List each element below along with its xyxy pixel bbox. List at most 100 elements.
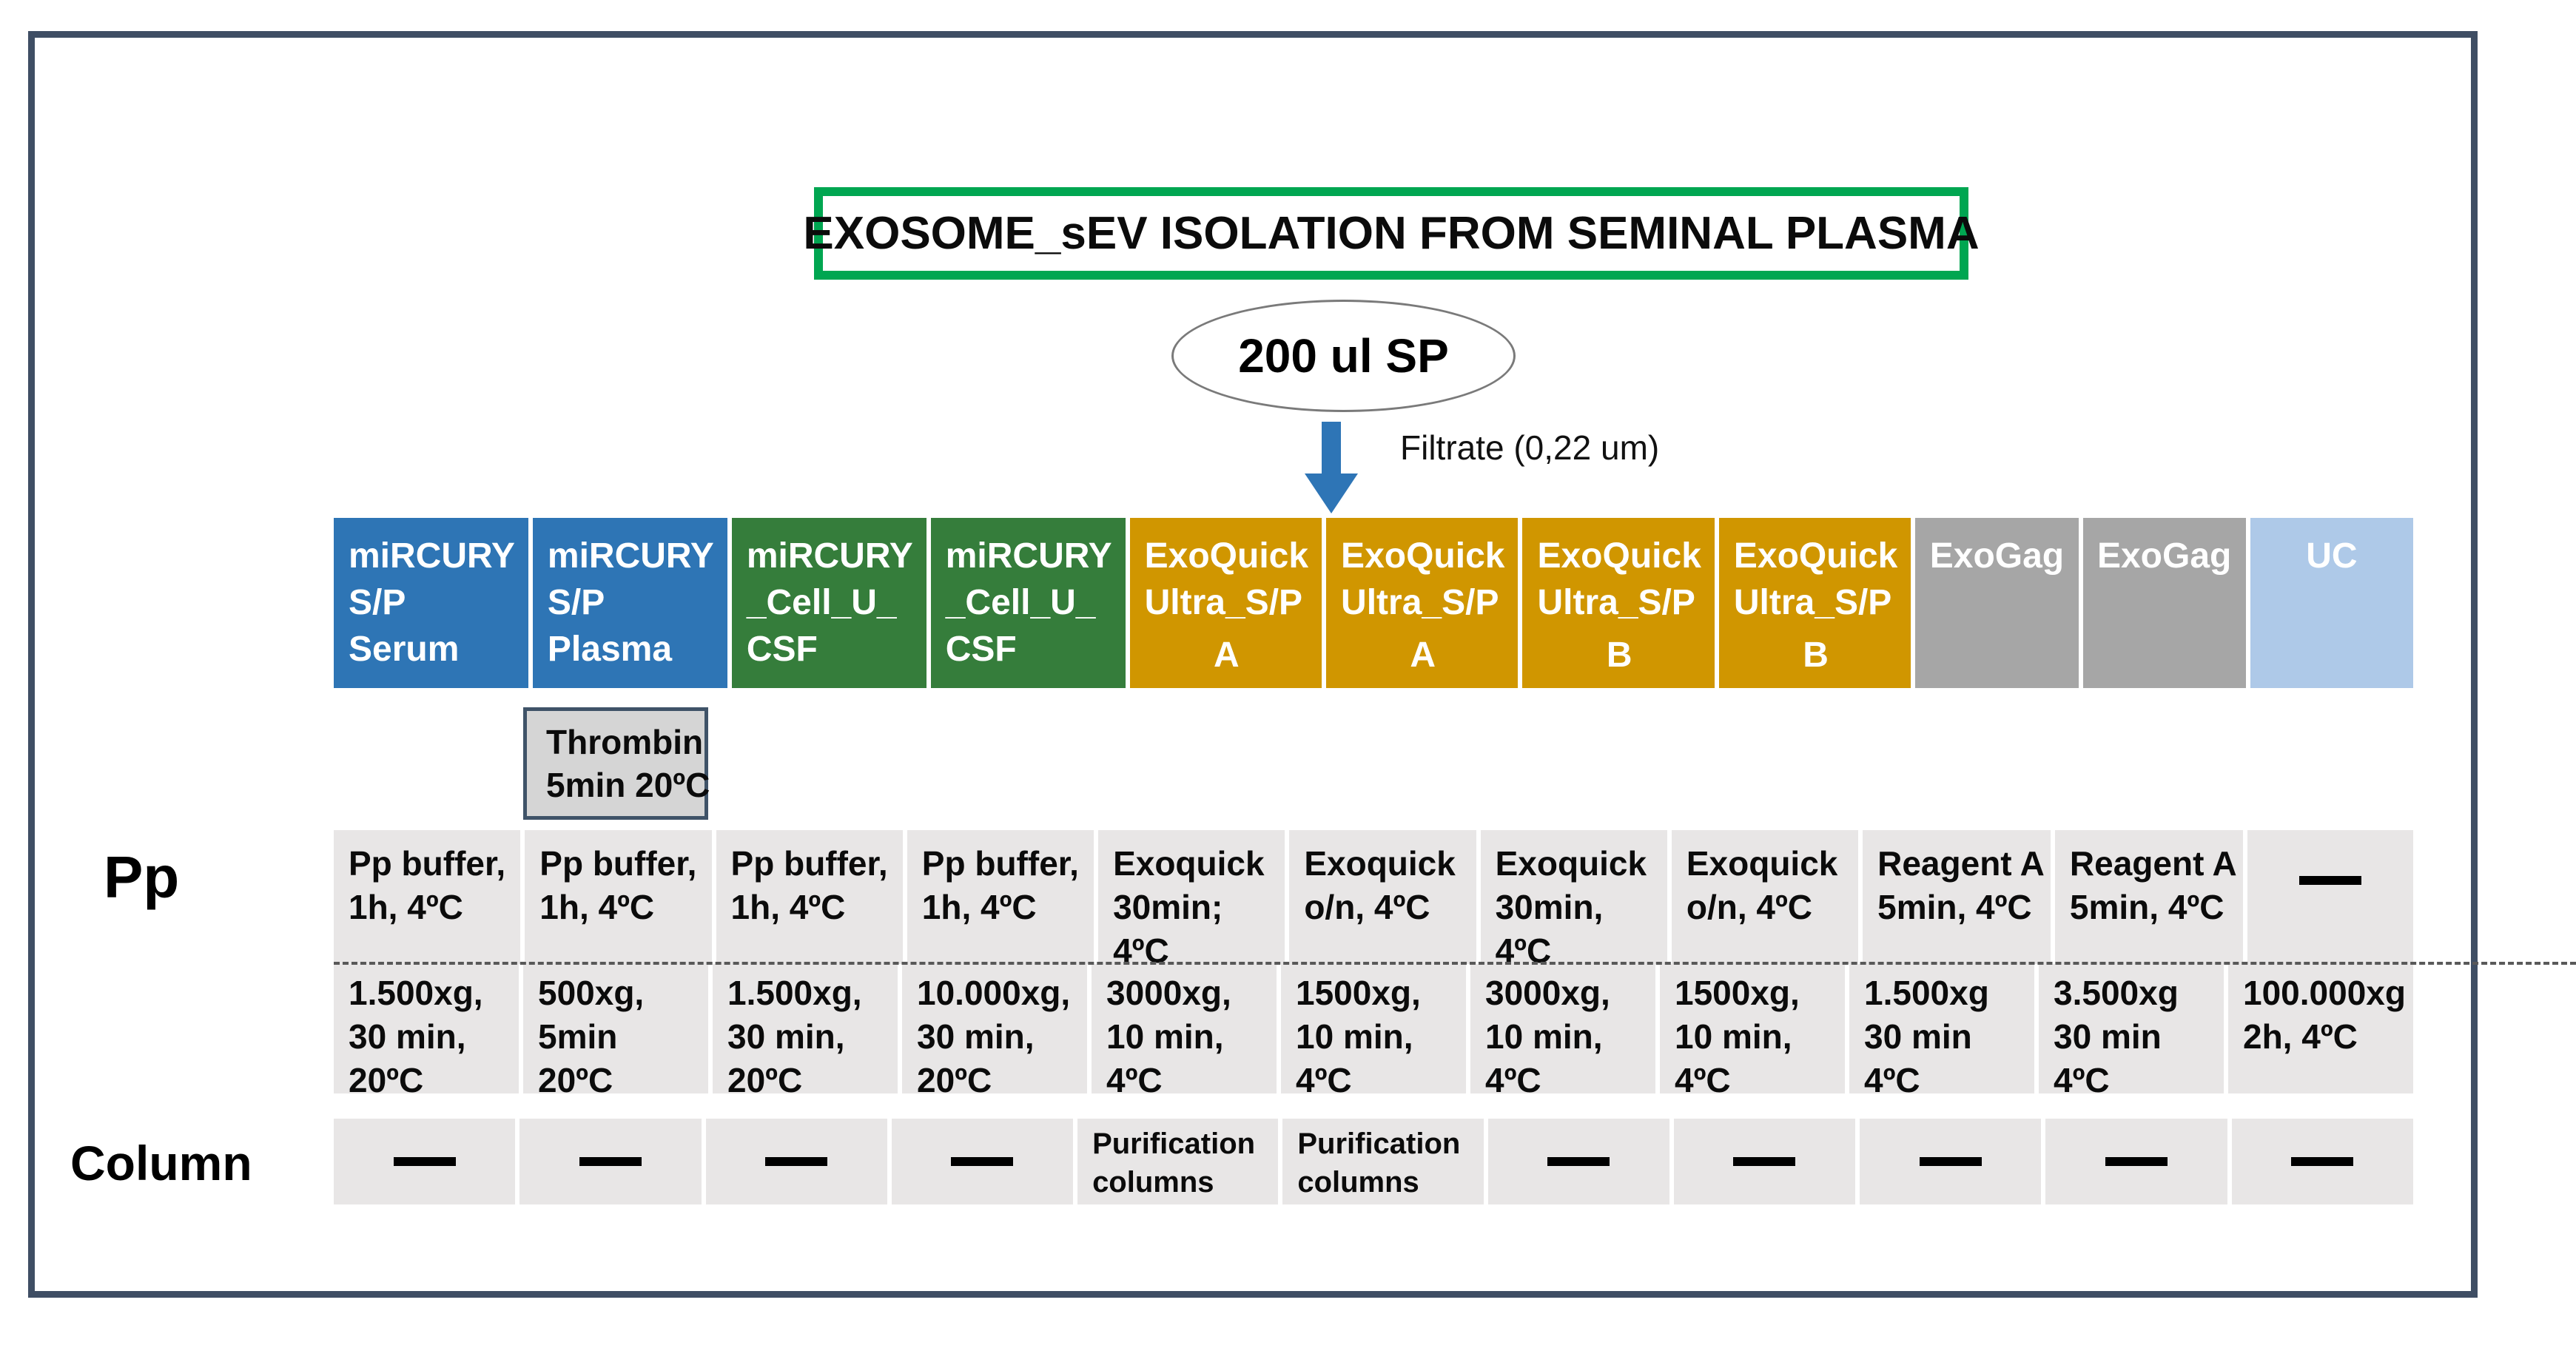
cell-text-line: 4ºC — [2054, 1061, 2110, 1099]
cell-text-line: columns — [1297, 1166, 1419, 1199]
pp-row-label: Pp — [104, 844, 180, 910]
purification-column-row: Purification columns Purification columns — [334, 1119, 2413, 1204]
figure-title: EXOSOME_sEV ISOLATION FROM SEMINAL PLASM… — [803, 208, 1980, 259]
cell-text-line: 10.000xg, — [917, 974, 1071, 1012]
sample-oval: 200 ul SP — [1171, 300, 1516, 412]
method-header-cell-6: ExoQuick Ultra_S/P A — [1326, 518, 1519, 688]
cell-text-line: ExoQuick — [1341, 536, 1505, 576]
purification-cell-2-dash — [519, 1119, 702, 1204]
cell-text-line: _Cell_U_ — [746, 583, 897, 622]
purification-cell-4-dash — [891, 1119, 1074, 1204]
cell-text-line: Ultra_S/P — [1341, 583, 1499, 622]
cell-text-line: ExoQuick — [1733, 536, 1898, 576]
cell-text-line: 30min; — [1113, 888, 1223, 926]
dash-icon — [951, 1157, 1014, 1166]
cell-text-line: 500xg, — [538, 974, 645, 1012]
cell-text-line: Purification — [1092, 1128, 1256, 1160]
cell-text-line: Reagent A — [1877, 844, 2045, 883]
cell-text-line: S/P — [547, 583, 605, 622]
centrifugation-cell-11: 100.000xg 2h, 4ºC — [2228, 964, 2413, 1093]
cell-text-line: 5min, 4ºC — [2069, 888, 2224, 926]
cell-text-line: Exoquick — [1495, 844, 1647, 883]
cell-text-line: 20ºC — [349, 1061, 424, 1099]
cell-text-line: 30min, — [1495, 888, 1604, 926]
cell-text-line: ExoQuick — [1537, 536, 1701, 576]
method-variant-tag: B — [1803, 636, 1829, 675]
cell-text-line: 4ºC — [1106, 1061, 1163, 1099]
pp-buffer-cell-7: Exoquick 30min, 4ºC — [1480, 830, 1667, 970]
cell-text-line: 10 min, — [1106, 1017, 1224, 1056]
method-header-cell-7: ExoQuick Ultra_S/P B — [1522, 518, 1715, 688]
dash-icon — [1547, 1157, 1610, 1166]
cell-text-line: CSF — [945, 630, 1017, 669]
cell-text-line: 4ºC — [1864, 1061, 1920, 1099]
thrombin-note-box: Thrombin 5min 20ºC — [523, 707, 710, 820]
cell-text-line: 30 min, — [727, 1017, 845, 1056]
centrifugation-cell-3: 1.500xg, 30 min, 20ºC — [713, 964, 898, 1099]
cell-text-line: 4ºC — [1675, 1061, 1731, 1099]
cell-text-line: 2h, 4ºC — [2243, 1017, 2358, 1056]
dash-icon — [2105, 1157, 2168, 1166]
cell-text-line: 10 min, — [1485, 1017, 1603, 1056]
centrifugation-cell-7: 3000xg, 10 min, 4ºC — [1470, 964, 1655, 1099]
pp-buffer-cell-4: Pp buffer, 1h, 4ºC — [907, 830, 1094, 964]
cell-text-line: 1500xg, — [1675, 974, 1800, 1012]
cell-text-line: 100.000xg — [2243, 974, 2406, 1012]
method-variant-tag: B — [1606, 636, 1632, 675]
method-header-cell-2: miRCURY S/P Plasma — [532, 518, 727, 688]
centrifugation-cell-1: 1.500xg, 30 min, 20ºC — [334, 964, 519, 1099]
pp-buffer-cell-10: Reagent A 5min, 4ºC — [2054, 830, 2243, 964]
cell-text-line: ExoQuick — [1144, 536, 1309, 576]
cell-text-line: 3000xg, — [1106, 974, 1231, 1012]
dash-icon — [765, 1157, 828, 1166]
cell-text-line: 4ºC — [1485, 1061, 1541, 1099]
method-header-cell-8: ExoQuick Ultra_S/P B — [1718, 518, 1911, 688]
cell-text-line: UC — [2306, 536, 2358, 576]
method-variant-tag: A — [1214, 636, 1240, 675]
thrombin-line-2: 5min 20ºC — [546, 766, 710, 804]
purification-cell-8-dash — [1673, 1119, 1856, 1204]
outer-frame — [28, 31, 2478, 1298]
centrifugation-cell-8: 1500xg, 10 min, 4ºC — [1660, 964, 1845, 1099]
cell-text-line: 30 min, — [349, 1017, 466, 1056]
purification-cell-11-dash — [2231, 1119, 2413, 1204]
method-header-cell-9: ExoGag — [1915, 518, 2079, 688]
centrifugation-cell-2: 500xg, 5min 20ºC — [523, 964, 708, 1099]
cell-text-line: 1.500xg, — [349, 974, 483, 1012]
pp-buffer-cell-9: Reagent A 5min, 4ºC — [1863, 830, 2051, 964]
dash-icon — [2291, 1157, 2354, 1166]
cell-text-line: 5min — [538, 1017, 618, 1056]
centrifugation-cell-4: 10.000xg, 30 min, 20ºC — [902, 964, 1087, 1099]
cell-text-line: 1h, 4ºC — [539, 888, 655, 926]
method-header-cell-11: UC — [2250, 518, 2414, 688]
method-header-cell-4: miRCURY _Cell_U_ CSF — [930, 518, 1126, 688]
purification-cell-3-dash — [705, 1119, 887, 1204]
cell-text-line: Ultra_S/P — [1144, 583, 1303, 622]
purification-cell-5: Purification columns — [1077, 1119, 1279, 1204]
pp-buffer-cell-11-dash — [2247, 830, 2413, 964]
cell-text-line: o/n, 4ºC — [1686, 888, 1813, 926]
cell-text-line: 20ºC — [727, 1061, 803, 1099]
method-header-cell-1: miRCURY S/P Serum — [334, 518, 528, 688]
pp-buffer-cell-1: Pp buffer, 1h, 4ºC — [334, 830, 521, 964]
filtrate-label: Filtrate (0,22 um) — [1400, 428, 1660, 467]
cell-text-line: ExoGag — [1929, 536, 2065, 576]
cell-text-line: Serum — [349, 630, 460, 669]
cell-text-line: 1.500xg — [1864, 974, 1989, 1012]
cell-text-line: Pp buffer, — [730, 844, 888, 883]
cell-text-line: Exoquick — [1113, 844, 1265, 883]
cell-text-line: 10 min, — [1296, 1017, 1413, 1056]
method-header-cell-5: ExoQuick Ultra_S/P A — [1129, 518, 1322, 688]
cell-text-line: Plasma — [547, 630, 673, 669]
cell-text-line: Ultra_S/P — [1733, 583, 1892, 622]
centrifugation-cell-5: 3000xg, 10 min, 4ºC — [1092, 964, 1277, 1099]
cell-text-line: 30 min — [2054, 1017, 2162, 1056]
cell-text-line: 30 min — [1864, 1017, 1972, 1056]
cell-text-line: 20ºC — [917, 1061, 992, 1099]
sample-label: 200 ul SP — [1238, 329, 1449, 383]
cell-text-line: 4ºC — [1296, 1061, 1352, 1099]
cell-text-line: 3000xg, — [1485, 974, 1610, 1012]
cell-text-line: miRCURY — [349, 536, 515, 576]
method-header-row: miRCURY S/P Serum miRCURY S/P Plasma miRCURY _C… — [334, 518, 2414, 688]
